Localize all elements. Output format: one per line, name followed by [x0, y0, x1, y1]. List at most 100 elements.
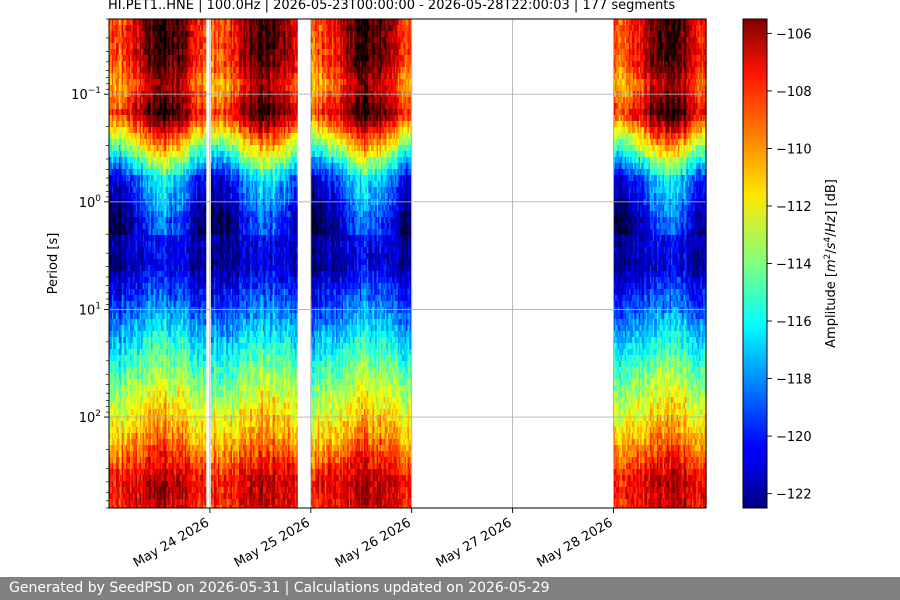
- heatmap-cell: [109, 331, 111, 337]
- heatmap-cell: [121, 283, 124, 289]
- heatmap-cell: [120, 337, 123, 343]
- heatmap-cell: [123, 457, 126, 463]
- heatmap-cell: [123, 253, 126, 259]
- heatmap-cell: [120, 241, 123, 247]
- heatmap-cell: [134, 301, 137, 307]
- heatmap-cell: [132, 301, 135, 307]
- heatmap-cell: [121, 487, 124, 493]
- heatmap-cell: [130, 241, 133, 247]
- heatmap-cell: [117, 223, 120, 229]
- heatmap-cell: [132, 451, 135, 457]
- heatmap-cell: [117, 175, 120, 181]
- heatmap-cell: [109, 205, 111, 211]
- heatmap-cell: [127, 451, 130, 457]
- heatmap-cell: [116, 229, 119, 235]
- heatmap-cell: [128, 505, 131, 508]
- heatmap-cell: [123, 19, 126, 25]
- heatmap-cell: [124, 187, 127, 193]
- heatmap-cell: [125, 79, 128, 85]
- heatmap-cell: [125, 331, 128, 337]
- heatmap-cell: [123, 265, 126, 271]
- heatmap-cell: [113, 319, 116, 325]
- heatmap-cell: [128, 79, 131, 85]
- heatmap-cell: [113, 499, 116, 505]
- heatmap-cell: [114, 469, 117, 475]
- heatmap-cell: [109, 181, 111, 187]
- heatmap-cell: [116, 391, 119, 397]
- heatmap-cell: [109, 109, 111, 115]
- heatmap-cell: [113, 115, 116, 121]
- heatmap-cell: [125, 469, 128, 475]
- heatmap-cell: [123, 121, 126, 127]
- heatmap-cell: [127, 487, 130, 493]
- heatmap-cell: [111, 313, 114, 319]
- heatmap-cell: [120, 67, 123, 73]
- heatmap-cell: [130, 295, 133, 301]
- heatmap-cell: [118, 319, 121, 325]
- heatmap-cell: [127, 295, 130, 301]
- heatmap-cell: [114, 463, 117, 469]
- heatmap-cell: [134, 49, 137, 55]
- heatmap-cell: [125, 451, 128, 457]
- heatmap-cell: [117, 427, 120, 433]
- heatmap-cell: [117, 73, 120, 79]
- heatmap-cell: [113, 397, 116, 403]
- heatmap-cell: [121, 55, 124, 61]
- heatmap-cell: [127, 85, 130, 91]
- heatmap-cell: [118, 109, 121, 115]
- heatmap-cell: [114, 427, 117, 433]
- heatmap-cell: [111, 397, 114, 403]
- heatmap-cell: [109, 115, 111, 121]
- heatmap-cell: [124, 259, 127, 265]
- heatmap-cell: [120, 31, 123, 37]
- heatmap-cell: [130, 259, 133, 265]
- heatmap-cell: [138, 31, 141, 37]
- heatmap-cell: [130, 19, 133, 25]
- heatmap-cell: [127, 337, 130, 343]
- heatmap-cell: [123, 277, 126, 283]
- heatmap-cell: [121, 163, 124, 169]
- heatmap-cell: [132, 187, 135, 193]
- heatmap-cell: [127, 241, 130, 247]
- heatmap-cell: [132, 265, 135, 271]
- heatmap-cell: [120, 415, 123, 421]
- heatmap-cell: [132, 403, 135, 409]
- heatmap-cell: [116, 415, 119, 421]
- heatmap-cell: [123, 367, 126, 373]
- heatmap-cell: [117, 487, 120, 493]
- heatmap-cell: [128, 385, 131, 391]
- heatmap-cell: [117, 277, 120, 283]
- heatmap-cell: [132, 337, 135, 343]
- heatmap-cell: [113, 445, 116, 451]
- heatmap-cell: [131, 31, 134, 37]
- heatmap-cell: [121, 469, 124, 475]
- heatmap-cell: [110, 493, 113, 499]
- heatmap-cell: [117, 307, 120, 313]
- heatmap-cell: [125, 223, 128, 229]
- heatmap-cell: [134, 169, 137, 175]
- heatmap-cell: [123, 379, 126, 385]
- heatmap-cell: [118, 427, 121, 433]
- heatmap-cell: [124, 403, 127, 409]
- heatmap-cell: [128, 439, 131, 445]
- heatmap-cell: [109, 265, 111, 271]
- heatmap-cell: [131, 487, 134, 493]
- heatmap-cell: [117, 493, 120, 499]
- heatmap-cell: [109, 121, 111, 127]
- heatmap-cell: [118, 133, 121, 139]
- heatmap-cell: [125, 373, 128, 379]
- heatmap-cell: [131, 481, 134, 487]
- heatmap-cell: [131, 385, 134, 391]
- heatmap-cell: [110, 289, 113, 295]
- heatmap-cell: [120, 331, 123, 337]
- heatmap-cell: [134, 307, 137, 313]
- heatmap-cell: [120, 427, 123, 433]
- heatmap-cell: [113, 385, 116, 391]
- heatmap-cell: [110, 301, 113, 307]
- heatmap-cell: [123, 145, 126, 151]
- heatmap-cell: [109, 229, 111, 235]
- heatmap-cell: [130, 361, 133, 367]
- heatmap-cell: [135, 289, 138, 295]
- heatmap-cell: [125, 241, 128, 247]
- heatmap-cell: [114, 415, 117, 421]
